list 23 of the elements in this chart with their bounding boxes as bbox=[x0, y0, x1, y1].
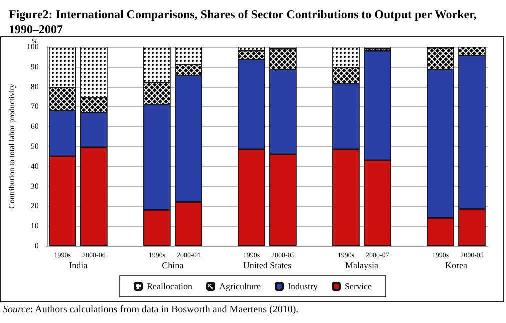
text: India bbox=[69, 260, 88, 270]
y-tick-label: 30 bbox=[30, 182, 39, 191]
legend-label: Reallocation bbox=[147, 282, 194, 292]
y-tick-label: 100 bbox=[26, 42, 39, 52]
y-tick-label: 0 bbox=[34, 242, 39, 250]
text: Korea bbox=[445, 260, 468, 270]
text: Malaysia bbox=[345, 260, 378, 270]
y-tick-label: 60 bbox=[30, 122, 39, 132]
y-tick-label: 70 bbox=[30, 102, 39, 112]
text: China bbox=[162, 260, 184, 270]
y-tick-label: 50 bbox=[30, 142, 39, 151]
legend-label: Agriculture bbox=[220, 282, 261, 292]
y-tick-label: 80 bbox=[30, 82, 39, 92]
y-tick-label: 40 bbox=[30, 162, 39, 171]
y-tick-label: 20 bbox=[30, 202, 39, 211]
legend-label: Service bbox=[344, 282, 372, 292]
y-axis-title: Contribution to total labor productivity bbox=[8, 84, 16, 209]
y-tick-label: 90 bbox=[30, 62, 39, 72]
legend-label: Industry bbox=[288, 282, 318, 292]
y-tick-label: 10 bbox=[30, 222, 39, 231]
chart-title: Figure2: International Comparisons, Shares of Sector Contributions to Output per Worker, 1990–2007 bbox=[9, 8, 480, 36]
text: United States bbox=[243, 260, 292, 270]
source-note: Source: Authors calculations from data in Bosworth and Maertens (2010). bbox=[3, 304, 299, 316]
